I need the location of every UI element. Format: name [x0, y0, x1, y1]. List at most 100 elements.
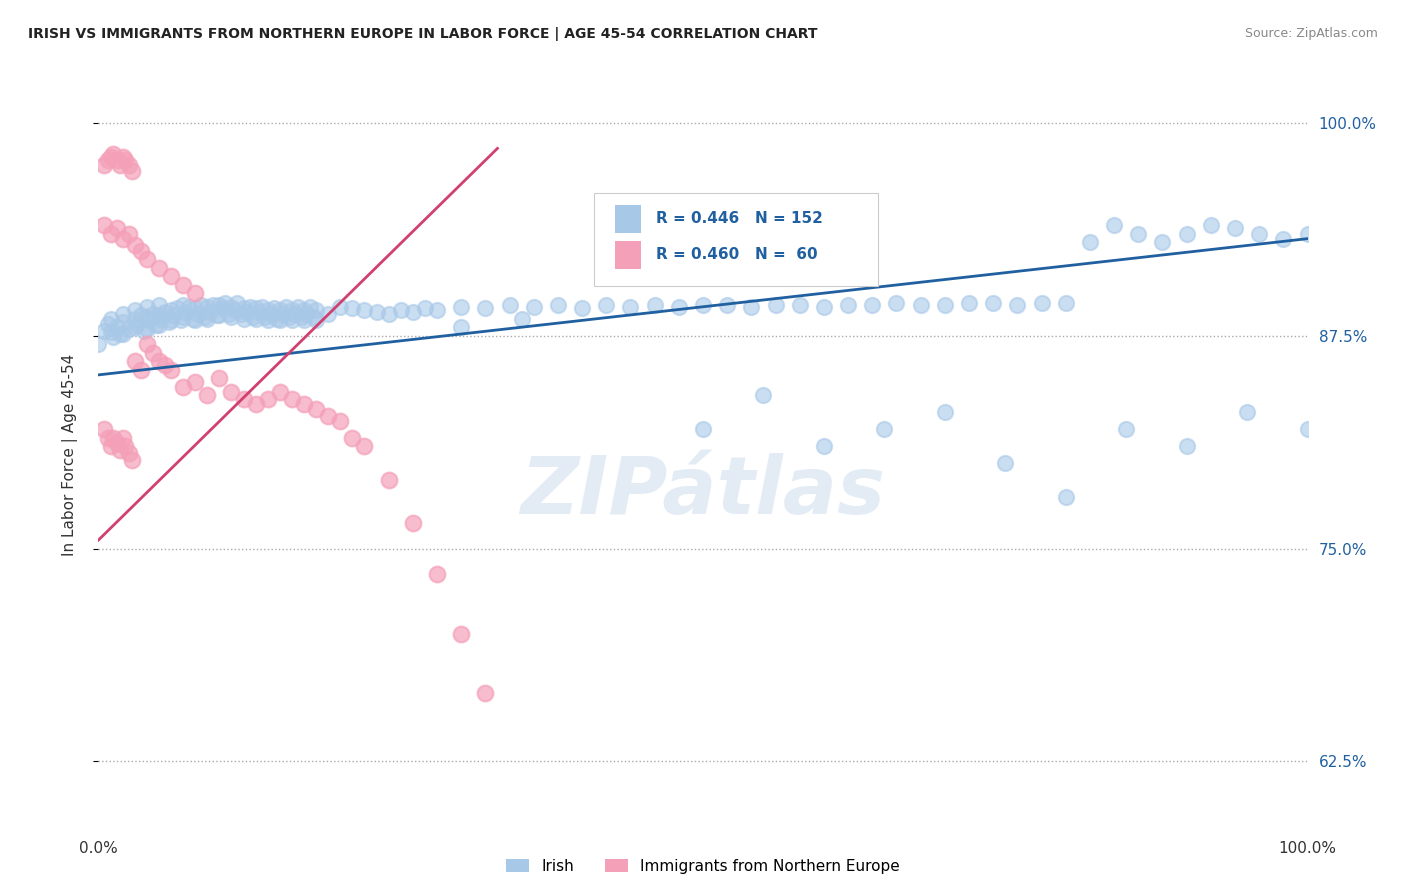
Point: [194, 310, 217, 324]
Point: [148, 298, 170, 312]
Point: [108, 158, 131, 172]
Point: [450, 626, 472, 640]
Point: [873, 422, 896, 436]
Point: [402, 516, 425, 530]
Point: [994, 457, 1017, 471]
Point: [1199, 218, 1222, 232]
Point: [523, 300, 546, 314]
Point: [211, 301, 233, 316]
Point: [135, 252, 157, 266]
Point: [510, 311, 533, 326]
Point: [256, 303, 278, 318]
Point: [138, 313, 160, 327]
Point: [184, 286, 207, 301]
Point: [413, 301, 436, 316]
Point: [305, 401, 328, 416]
Point: [245, 301, 267, 316]
Point: [157, 315, 180, 329]
Point: [160, 303, 183, 318]
Point: [135, 337, 157, 351]
Point: [1223, 221, 1246, 235]
Point: [752, 388, 775, 402]
Point: [198, 305, 221, 319]
Point: [134, 324, 156, 338]
Point: [1031, 296, 1053, 310]
Point: [181, 311, 204, 326]
Point: [118, 322, 141, 336]
Point: [299, 300, 322, 314]
Y-axis label: In Labor Force | Age 45-54: In Labor Force | Age 45-54: [62, 354, 77, 556]
Point: [242, 310, 264, 324]
Point: [184, 375, 207, 389]
Point: [100, 227, 122, 241]
Point: [162, 308, 184, 322]
Point: [281, 303, 304, 318]
Point: [232, 311, 254, 326]
Point: [269, 313, 291, 327]
Point: [114, 153, 136, 168]
Point: [100, 311, 122, 326]
Point: [595, 298, 617, 312]
Point: [886, 296, 908, 310]
Point: [87, 337, 110, 351]
Point: [254, 310, 277, 324]
Text: IRISH VS IMMIGRANTS FROM NORTHERN EUROPE IN LABOR FORCE | AGE 45-54 CORRELATION : IRISH VS IMMIGRANTS FROM NORTHERN EUROPE…: [28, 27, 818, 41]
Point: [145, 318, 167, 333]
Point: [142, 345, 165, 359]
Point: [366, 305, 388, 319]
Point: [269, 384, 291, 399]
Point: [114, 439, 136, 453]
Point: [353, 303, 375, 318]
Point: [111, 315, 134, 329]
Point: [218, 307, 240, 321]
Point: [283, 307, 305, 321]
Point: [305, 303, 328, 318]
Point: [172, 277, 194, 292]
Point: [221, 300, 243, 314]
Point: [292, 303, 315, 318]
Text: ZIPátlas: ZIPátlas: [520, 453, 886, 532]
Point: [105, 221, 128, 235]
Point: [101, 146, 124, 161]
FancyBboxPatch shape: [614, 204, 641, 233]
Point: [316, 409, 339, 423]
Point: [121, 163, 143, 178]
Point: [111, 431, 134, 445]
Point: [127, 317, 149, 331]
Point: [1249, 227, 1271, 241]
Point: [377, 474, 399, 488]
Point: [160, 313, 183, 327]
Point: [426, 303, 449, 318]
Point: [245, 397, 267, 411]
Point: [93, 422, 115, 436]
Point: [245, 311, 267, 326]
Point: [172, 310, 194, 324]
Point: [329, 300, 352, 314]
Point: [498, 298, 520, 312]
Point: [142, 307, 165, 321]
Point: [269, 303, 291, 318]
Point: [981, 296, 1004, 310]
Point: [910, 298, 932, 312]
Point: [100, 150, 122, 164]
Point: [101, 330, 124, 344]
Point: [226, 296, 249, 310]
Point: [692, 422, 714, 436]
Point: [172, 380, 194, 394]
Point: [108, 326, 131, 341]
Point: [644, 298, 666, 312]
Point: [118, 158, 141, 172]
Point: [100, 326, 122, 340]
Point: [377, 307, 399, 321]
Point: [232, 392, 254, 406]
Point: [274, 300, 297, 314]
Point: [97, 153, 120, 168]
Point: [290, 310, 312, 324]
Point: [305, 313, 328, 327]
Point: [135, 300, 157, 314]
Text: Source: ZipAtlas.com: Source: ZipAtlas.com: [1244, 27, 1378, 40]
Point: [111, 150, 134, 164]
Point: [124, 303, 146, 318]
Point: [105, 153, 128, 168]
Point: [229, 307, 252, 321]
